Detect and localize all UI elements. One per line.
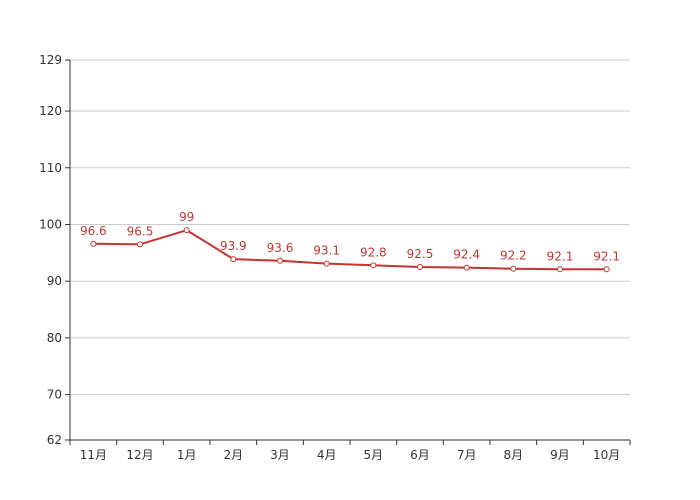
x-tick-label-1: 12月: [126, 448, 153, 462]
x-tick-labels: 11月 12月 1月 2月 3月 4月 5月 6月 7月 8月 9月 10月: [69, 440, 631, 462]
y-tick-label-1: 70: [47, 388, 62, 402]
data-point-2: [183, 227, 190, 234]
data-point-4: [277, 257, 283, 264]
data-label-11: 92.1: [593, 249, 620, 263]
y-tick-label-2: 80: [47, 331, 62, 345]
data-label-0: 96.6: [80, 224, 107, 238]
data-point-9: [510, 265, 517, 272]
data-label-10: 92.1: [547, 249, 574, 263]
y-tick-label-7: 129: [39, 53, 62, 67]
x-tick-label-7: 6月: [410, 448, 430, 462]
x-tick-label-9: 8月: [504, 448, 524, 462]
data-point-10: [557, 266, 563, 273]
data-point-1: [137, 241, 143, 248]
x-tick-label-11: 10月: [593, 448, 620, 462]
grid-lines: [70, 59, 630, 396]
data-labels: 96.6 96.5 99 93.9 93.6 93.1 92.8 92.5 92.4 92.2 92…: [80, 210, 620, 263]
x-tick-label-5: 4月: [317, 448, 337, 462]
series-line-0: [93, 229, 607, 271]
data-label-5: 93.1: [313, 244, 340, 258]
y-tick-labels: 62 70 80 90 100 110 120 129: [39, 53, 70, 447]
x-tick-label-0: 11月: [80, 448, 107, 462]
x-tick-label-3: 2月: [224, 448, 244, 462]
series-layer: [93, 229, 607, 271]
x-tick-label-10: 9月: [550, 448, 570, 462]
data-label-4: 93.6: [267, 241, 294, 255]
data-point-6: [370, 262, 377, 269]
data-label-1: 96.5: [127, 224, 154, 238]
data-point-7: [417, 264, 423, 271]
data-point-11: [603, 266, 610, 273]
data-point-5: [323, 260, 330, 267]
data-label-9: 92.2: [500, 249, 527, 263]
y-tick-label-4: 100: [39, 217, 62, 231]
data-label-2: 99: [179, 210, 194, 224]
data-label-7: 92.5: [407, 247, 434, 261]
y-tick-label-3: 90: [47, 274, 62, 288]
data-label-3: 93.9: [220, 239, 247, 253]
y-tick-label-0: 62: [47, 433, 62, 447]
data-point-0: [90, 240, 97, 247]
x-tick-label-4: 3月: [270, 448, 290, 462]
data-point-3: [230, 256, 237, 263]
data-label-6: 92.8: [360, 245, 387, 259]
data-label-8: 92.4: [453, 248, 480, 262]
x-tick-label-8: 7月: [457, 448, 477, 462]
y-tick-label-5: 110: [39, 161, 62, 175]
x-tick-label-6: 5月: [364, 448, 384, 462]
x-tick-label-2: 1月: [177, 448, 197, 462]
point-markers: [90, 227, 610, 273]
y-tick-label-6: 120: [39, 104, 62, 118]
data-point-8: [463, 264, 470, 271]
